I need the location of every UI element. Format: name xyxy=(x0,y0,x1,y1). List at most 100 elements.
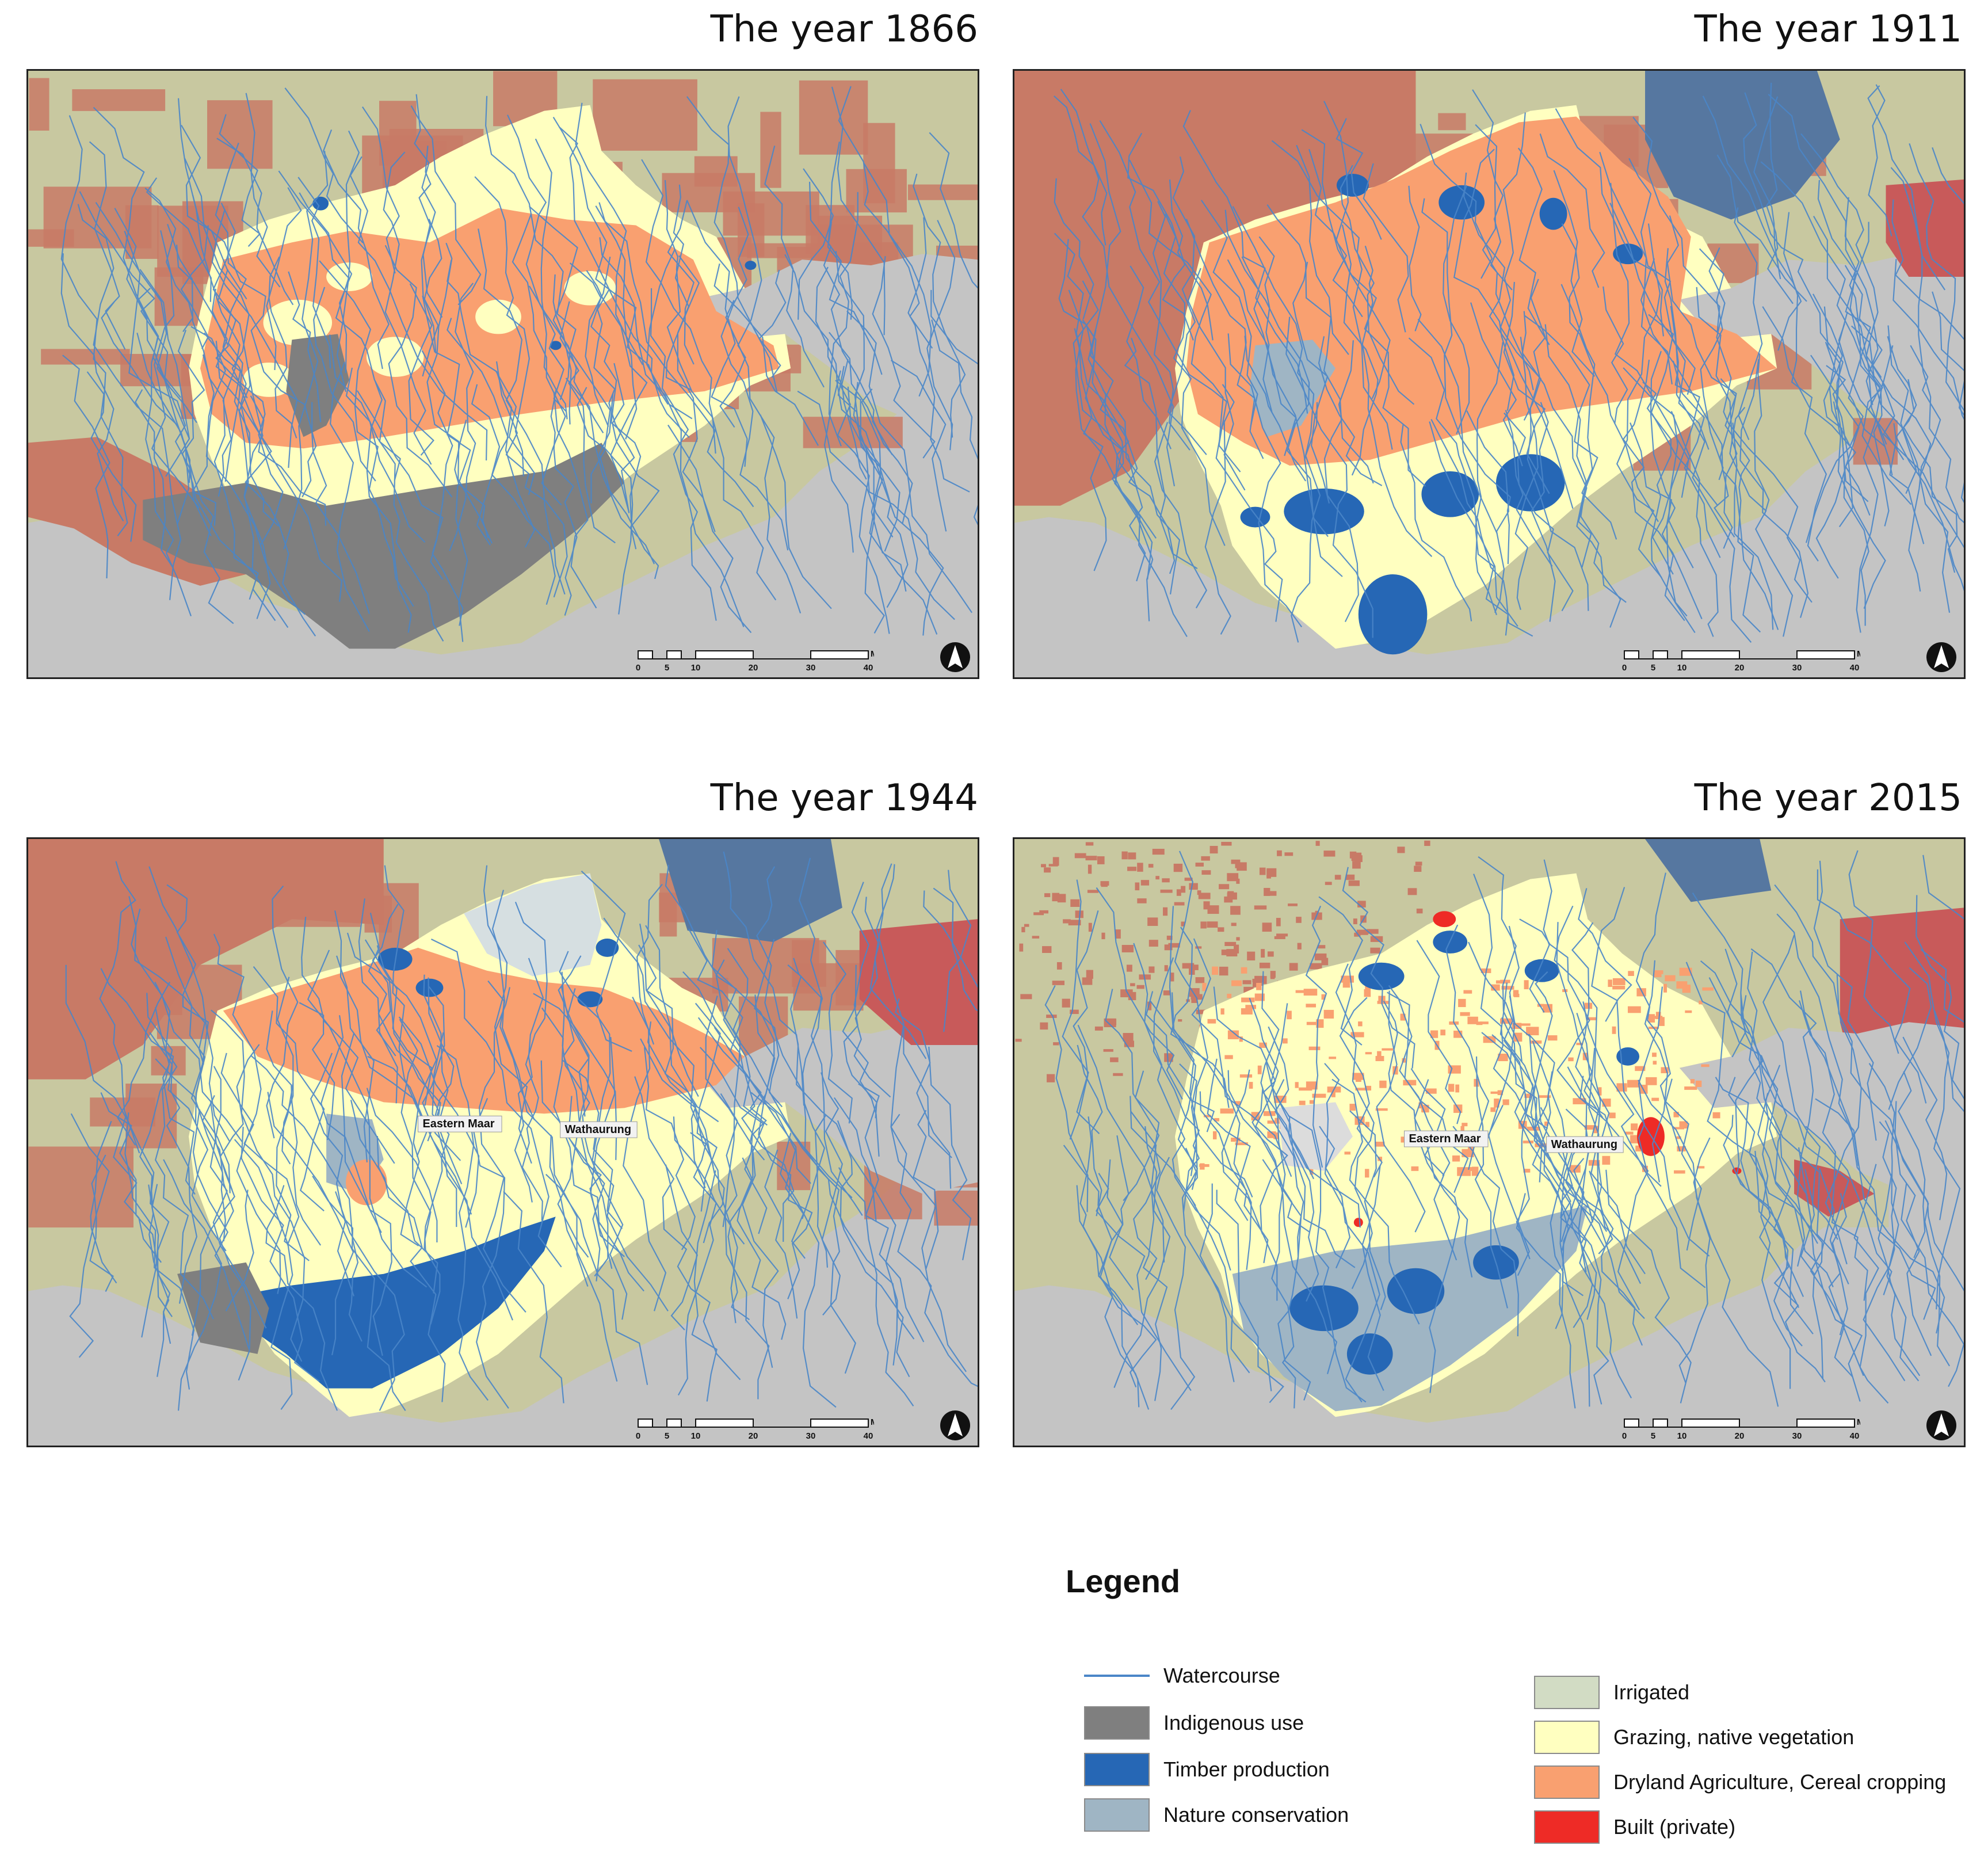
scale-tick-label: 5 xyxy=(1651,663,1655,673)
dryland-speckle xyxy=(1219,884,1230,890)
surrounding-dryland-west xyxy=(28,839,384,1080)
watercourse xyxy=(1130,1111,1168,1401)
watercourse xyxy=(1640,258,1779,630)
dryland-speckle xyxy=(1047,1074,1055,1082)
dryland-speckle xyxy=(1403,1080,1417,1086)
dryland-speckle xyxy=(1495,980,1508,984)
dryland-speckle xyxy=(1261,949,1265,958)
dryland-speckle xyxy=(1367,929,1379,934)
scale-tick-label: 30 xyxy=(806,1431,816,1441)
dryland-speckle xyxy=(1137,898,1147,903)
watercourse xyxy=(65,964,155,1208)
watercourse xyxy=(383,151,453,498)
watercourse xyxy=(245,93,281,288)
dryland-speckle xyxy=(1100,881,1109,886)
watercourse xyxy=(784,254,867,480)
dryland-speckle xyxy=(1220,1108,1234,1114)
dryland-speckle xyxy=(1616,1083,1627,1092)
legend-item-nature-conservation: Nature conservation xyxy=(1084,1797,1349,1833)
dryland-speckle xyxy=(1259,962,1270,968)
dryland-speckle xyxy=(1212,1131,1217,1139)
dryland-speckle xyxy=(1148,966,1155,973)
watercourse xyxy=(89,1154,114,1292)
watercourse xyxy=(1319,1126,1380,1403)
watercourse xyxy=(720,1093,770,1400)
scale-unit-label: Miles xyxy=(1857,1417,1860,1427)
dryland-speckle xyxy=(1712,1112,1720,1119)
dryland-speckle xyxy=(1523,1141,1534,1143)
dryland-speckle xyxy=(1537,1004,1544,1007)
dryland-speckle xyxy=(1658,1017,1665,1026)
timber-patch xyxy=(745,261,757,270)
watercourse xyxy=(1077,1044,1103,1217)
dryland-speckle xyxy=(1137,863,1143,872)
dryland-speckle xyxy=(1652,1053,1657,1057)
dryland-speckle xyxy=(1584,1125,1596,1130)
timber-patch xyxy=(1421,471,1479,517)
watercourse xyxy=(1292,261,1330,504)
watercourse xyxy=(101,302,190,525)
dryland-speckle xyxy=(1295,1082,1299,1088)
port-phillip-bay xyxy=(693,1022,978,1194)
watercourse xyxy=(1638,1080,1779,1407)
watercourse xyxy=(842,964,880,1157)
watercourse xyxy=(1387,992,1451,1177)
dryland-speckle xyxy=(1418,1102,1423,1109)
dryland-speckle xyxy=(1458,998,1466,1008)
watercourse xyxy=(853,897,891,1098)
watercourse xyxy=(495,371,536,548)
watercourse xyxy=(1105,989,1160,1202)
scale-tick-label: 10 xyxy=(691,663,701,673)
dryland-speckle xyxy=(1277,850,1282,856)
watercourse xyxy=(550,388,578,616)
watercourse xyxy=(1408,185,1422,331)
dryland-speckle xyxy=(1500,1018,1512,1024)
dryland-speckle xyxy=(1241,967,1247,974)
dryland-speckle xyxy=(1306,1004,1317,1008)
dryland-speckle xyxy=(1462,1123,1468,1127)
scale-tick-label: 0 xyxy=(636,663,640,673)
watercourse xyxy=(926,220,956,451)
dryland-speckle xyxy=(1321,994,1326,1000)
dryland-speckle xyxy=(1674,1170,1685,1174)
dryland-speckle xyxy=(1377,1051,1382,1057)
region-label-wathaurung: Wathaurung xyxy=(565,1123,631,1136)
watercourse xyxy=(423,1032,450,1325)
watercourse xyxy=(1133,943,1231,1271)
watercourse xyxy=(447,260,535,495)
watercourse xyxy=(329,361,370,632)
land-parcel xyxy=(593,79,697,151)
dryland-speckle xyxy=(1178,1019,1182,1022)
watercourse xyxy=(1060,89,1176,487)
dryland-speckle xyxy=(1483,1036,1496,1043)
dryland-agriculture xyxy=(1186,116,1777,466)
watercourse xyxy=(1553,170,1596,377)
dryland-speckle xyxy=(1063,919,1071,924)
watercourse xyxy=(1716,154,1807,302)
watercourse xyxy=(175,245,343,602)
scale-tick-label: 0 xyxy=(1622,1431,1627,1441)
dryland-speckle xyxy=(1263,1111,1276,1116)
dryland-speckle xyxy=(1097,856,1105,864)
watercourse xyxy=(1817,869,1927,1104)
timber-north xyxy=(1645,839,1772,902)
dryland-speckle xyxy=(1365,1169,1369,1178)
watercourse xyxy=(808,181,893,455)
dryland-speckle xyxy=(1612,978,1625,985)
watercourse xyxy=(1589,1170,1643,1346)
watercourse xyxy=(907,217,970,493)
watercourse xyxy=(506,115,567,412)
dryland-speckle xyxy=(1019,943,1024,952)
watercourse xyxy=(190,326,306,615)
dryland-speckle xyxy=(1317,945,1326,949)
dryland-speckle xyxy=(1207,905,1219,914)
watercourse xyxy=(636,883,663,1045)
dryland-speckle xyxy=(1173,863,1183,872)
dryland-speckle xyxy=(1358,1021,1363,1027)
dryland-speckle xyxy=(1039,910,1049,914)
dryland-speckle xyxy=(1609,1112,1616,1119)
dryland-speckle xyxy=(1101,932,1105,940)
dryland-speckle xyxy=(1344,1151,1351,1155)
legend-item-watercourse: Watercourse xyxy=(1084,1657,1280,1694)
dryland-agriculture xyxy=(223,947,745,1114)
